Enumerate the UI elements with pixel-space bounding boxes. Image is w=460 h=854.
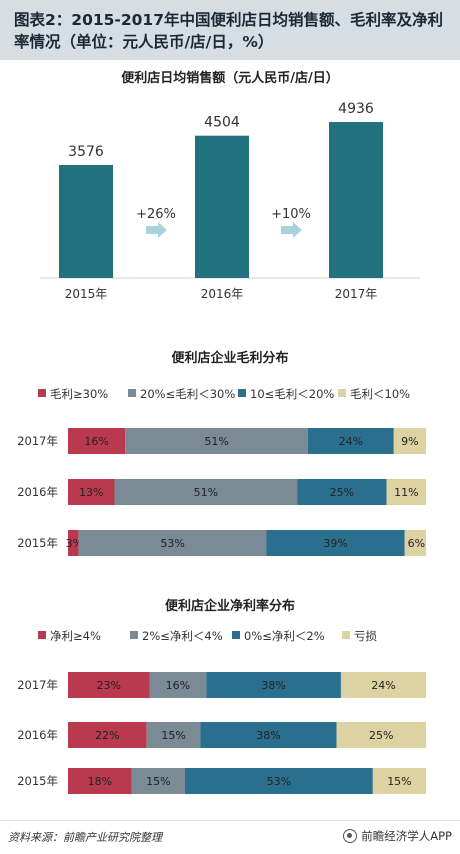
chart2-data-label: 6% (408, 537, 425, 550)
footer: 资料来源：前瞻产业研究院整理 前瞻经济学人APP (0, 820, 460, 854)
chart2-legend-label: 10≤毛利＜20% (250, 387, 334, 401)
chart2-segment (68, 428, 126, 454)
chart1-bar (195, 135, 249, 278)
chart3-data-label: 15% (161, 729, 185, 742)
chart1-value-label: 4936 (338, 101, 374, 117)
chart2-legend-label: 20%≤毛利＜30% (140, 387, 235, 401)
chart3-segment (68, 672, 150, 698)
chart3-legend-label: 亏损 (354, 629, 377, 643)
chart1-value-label: 4504 (204, 115, 240, 131)
chart3-segment (372, 768, 426, 794)
chart2-segment (297, 479, 387, 505)
chart3-segment (200, 722, 337, 748)
chart2-segment (125, 428, 308, 454)
source-note: 资料来源：前瞻产业研究院整理 (8, 831, 162, 844)
brand-logo-icon (343, 829, 358, 843)
chart1-growth-label: +26% (136, 207, 176, 222)
chart3-data-label: 53% (267, 775, 291, 788)
chart2-data-label: 16% (84, 435, 108, 448)
chart2-data-label: 53% (160, 537, 184, 550)
chart3-segment (146, 722, 201, 748)
chart2-segment (78, 530, 267, 556)
chart3-legend-swatch (38, 631, 46, 639)
chart3-data-label: 23% (97, 679, 121, 692)
chart2-legend-swatch (128, 389, 136, 397)
chart1-growth-arrow-icon (146, 222, 167, 238)
chart2-data-label: 25% (330, 486, 354, 499)
chart2-data-label: 24% (339, 435, 363, 448)
chart2-segment (307, 428, 394, 454)
chart2-data-label: 13% (79, 486, 103, 499)
chart2-data-label: 51% (194, 486, 218, 499)
chart3-data-label: 15% (146, 775, 170, 788)
chart3-category-label: 2016年 (17, 728, 58, 742)
chart2-legend-swatch (238, 389, 246, 397)
chart3-legend-swatch (232, 631, 240, 639)
chart1-category-label: 2017年 (335, 287, 378, 301)
brand-name: 前瞻经济学人APP (361, 829, 452, 843)
chart3-data-label: 16% (166, 679, 190, 692)
chart2-data-label: 11% (394, 486, 418, 499)
chart2-category-label: 2016年 (17, 485, 58, 499)
chart2-segment (386, 479, 426, 505)
chart3-legend-swatch (130, 631, 138, 639)
chart2-legend-label: 毛利＜10% (350, 387, 410, 401)
chart3-legend-label: 净利≥4% (50, 629, 101, 643)
chart2-category-label: 2017年 (17, 434, 58, 448)
chart3-segment (336, 722, 426, 748)
chart3-title: 便利店企业净利率分布 (165, 598, 295, 614)
chart2-data-label: 39% (323, 537, 347, 550)
chart1-category-label: 2015年 (65, 287, 108, 301)
chart3-segment (131, 768, 185, 794)
chart2-data-label: 9% (401, 435, 418, 448)
chart3-segment (68, 722, 147, 748)
chart2-segment (68, 530, 79, 556)
chart2-segment (68, 479, 115, 505)
chart3-category-label: 2017年 (17, 678, 58, 692)
chart3-data-label: 15% (387, 775, 411, 788)
chart1-title: 便利店日均销售额（元人民币/店/日） (121, 70, 339, 86)
chart3-segment (149, 672, 207, 698)
chart1-growth-arrow-icon (281, 222, 302, 238)
chart2-legend-label: 毛利≥30% (50, 387, 108, 401)
figure-title: 图表2：2015-2017年中国便利店日均销售额、毛利率及净利率情况（单位：元人… (14, 11, 443, 51)
chart-header: 图表2：2015-2017年中国便利店日均销售额、毛利率及净利率情况（单位：元人… (0, 0, 460, 60)
chart3-segment (184, 768, 373, 794)
chart2-legend-swatch (338, 389, 346, 397)
chart2-segment (266, 530, 405, 556)
chart2-category-label: 2015年 (17, 536, 58, 550)
chart2-segment (404, 530, 426, 556)
chart3-data-label: 38% (256, 729, 280, 742)
brand: 前瞻经济学人APP (343, 828, 452, 844)
chart3-data-label: 38% (261, 679, 285, 692)
chart1-bar (59, 164, 113, 278)
chart1-growth-label: +10% (271, 207, 311, 222)
chart1-category-label: 2016年 (201, 287, 244, 301)
chart3-legend-swatch (342, 631, 350, 639)
chart2-data-label: 51% (204, 435, 228, 448)
chart3-data-label: 18% (88, 775, 112, 788)
chart1-bar (329, 122, 383, 278)
chart3-data-label: 22% (95, 729, 119, 742)
chart3-legend-label: 0%≤净利＜2% (244, 629, 325, 643)
chart3-segment (68, 768, 132, 794)
charts-canvas: 便利店日均销售额（元人民币/店/日） 3576 2015年 4504 2016年 4936… (17, 70, 426, 794)
chart3-segment (206, 672, 341, 698)
chart3-data-label: 25% (369, 729, 393, 742)
chart2-legend-swatch (38, 389, 46, 397)
chart3-legend-label: 2%≤净利＜4% (142, 629, 223, 643)
chart2-segment (393, 428, 426, 454)
chart2-title: 便利店企业毛利分布 (171, 350, 288, 366)
chart3-data-label: 24% (371, 679, 395, 692)
chart3-category-label: 2015年 (17, 774, 58, 788)
chart3-segment (340, 672, 426, 698)
chart1-value-label: 3576 (68, 144, 104, 160)
chart2-segment (114, 479, 298, 505)
